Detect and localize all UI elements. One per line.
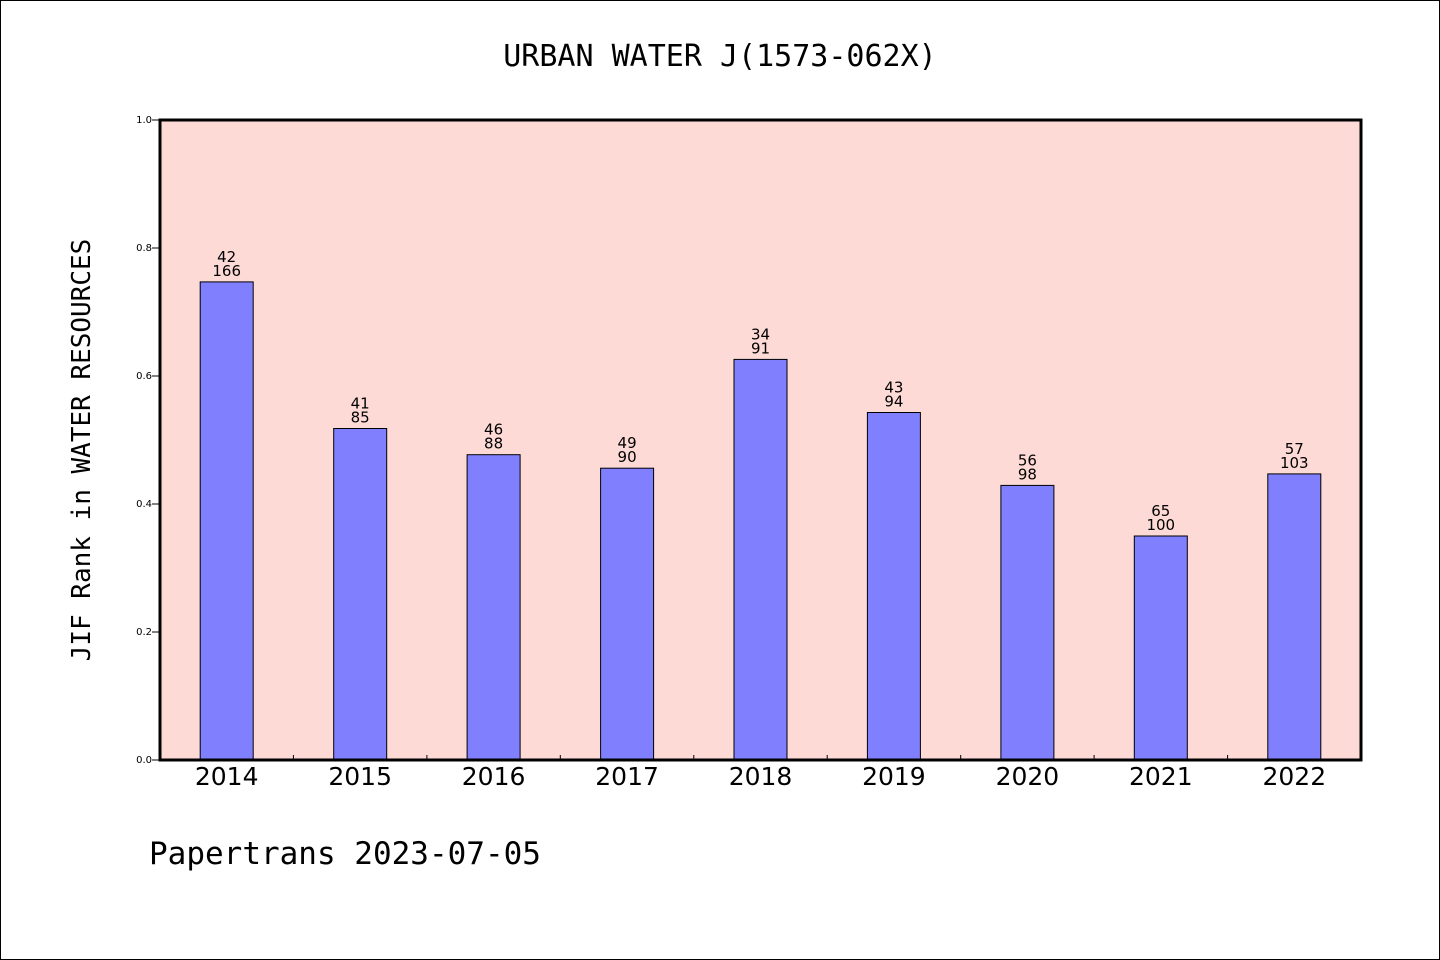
y-axis: 0.0 0.2 0.4 0.6 0.8 1.0 bbox=[136, 115, 160, 766]
x-axis: 2014 2015 2016 2017 2018 2019 2020 2021 2022 bbox=[195, 755, 1326, 791]
bar-label-top-2020: 56 bbox=[1018, 451, 1037, 469]
bar-label-bottom-2021: 100 bbox=[1146, 516, 1175, 534]
bar-label-bottom-2022: 103 bbox=[1280, 454, 1309, 472]
y-tick-label: 1.0 bbox=[136, 115, 152, 126]
bar-label-top-2016: 46 bbox=[484, 421, 503, 439]
bar-2021 bbox=[1133, 535, 1188, 761]
y-tick-label: 0.4 bbox=[136, 499, 152, 510]
plot-border bbox=[158, 118, 1363, 762]
bar-label-top-2014: 42 bbox=[217, 248, 236, 266]
x-tick-label-2016: 2016 bbox=[462, 762, 526, 791]
x-tick-label-2018: 2018 bbox=[729, 762, 793, 791]
x-tick-label-2022: 2022 bbox=[1262, 762, 1326, 791]
bars-layer bbox=[199, 281, 1322, 761]
bar-2020 bbox=[1000, 484, 1055, 761]
bar-label-bottom-2016: 88 bbox=[484, 435, 503, 453]
bar-label-top-2017: 49 bbox=[618, 434, 637, 452]
bar-label-top-2018: 34 bbox=[751, 325, 770, 343]
bar-2022 bbox=[1267, 473, 1322, 761]
bar-label-top-2019: 43 bbox=[884, 379, 903, 397]
bar-label-bottom-2014: 166 bbox=[212, 262, 241, 280]
bar-label-bottom-2018: 91 bbox=[751, 339, 770, 357]
bar-2015 bbox=[333, 428, 388, 761]
bar-2018 bbox=[733, 358, 788, 761]
bar-2019 bbox=[866, 412, 921, 761]
bar-2014 bbox=[199, 281, 254, 761]
y-axis-label: JIF Rank in WATER RESOURCES bbox=[67, 239, 97, 662]
bar-label-top-2022: 57 bbox=[1285, 440, 1304, 458]
bar-label-bottom-2019: 94 bbox=[884, 393, 903, 411]
y-tick-label: 0.8 bbox=[136, 243, 152, 254]
bar-label-bottom-2017: 90 bbox=[618, 448, 637, 466]
bar-label-bottom-2020: 98 bbox=[1018, 465, 1037, 483]
bar-label-top-2015: 41 bbox=[351, 395, 370, 413]
bar-label-bottom-2015: 85 bbox=[351, 409, 370, 427]
x-tick-label-2014: 2014 bbox=[195, 762, 259, 791]
x-tick-label-2015: 2015 bbox=[328, 762, 392, 791]
x-tick-label-2020: 2020 bbox=[996, 762, 1060, 791]
bar-2017 bbox=[600, 467, 655, 761]
bar-2016 bbox=[466, 454, 521, 761]
y-tick-label: 0.0 bbox=[136, 755, 152, 766]
x-tick-label-2021: 2021 bbox=[1129, 762, 1193, 791]
x-tick-label-2019: 2019 bbox=[862, 762, 926, 791]
footer-text: Papertrans 2023-07-05 bbox=[149, 836, 541, 872]
x-tick-label-2017: 2017 bbox=[595, 762, 659, 791]
y-tick-label: 0.2 bbox=[136, 627, 152, 638]
chart-title: URBAN WATER J(1573-062X) bbox=[503, 39, 936, 74]
y-tick-label: 0.6 bbox=[136, 371, 152, 382]
bar-label-top-2021: 65 bbox=[1151, 502, 1170, 520]
